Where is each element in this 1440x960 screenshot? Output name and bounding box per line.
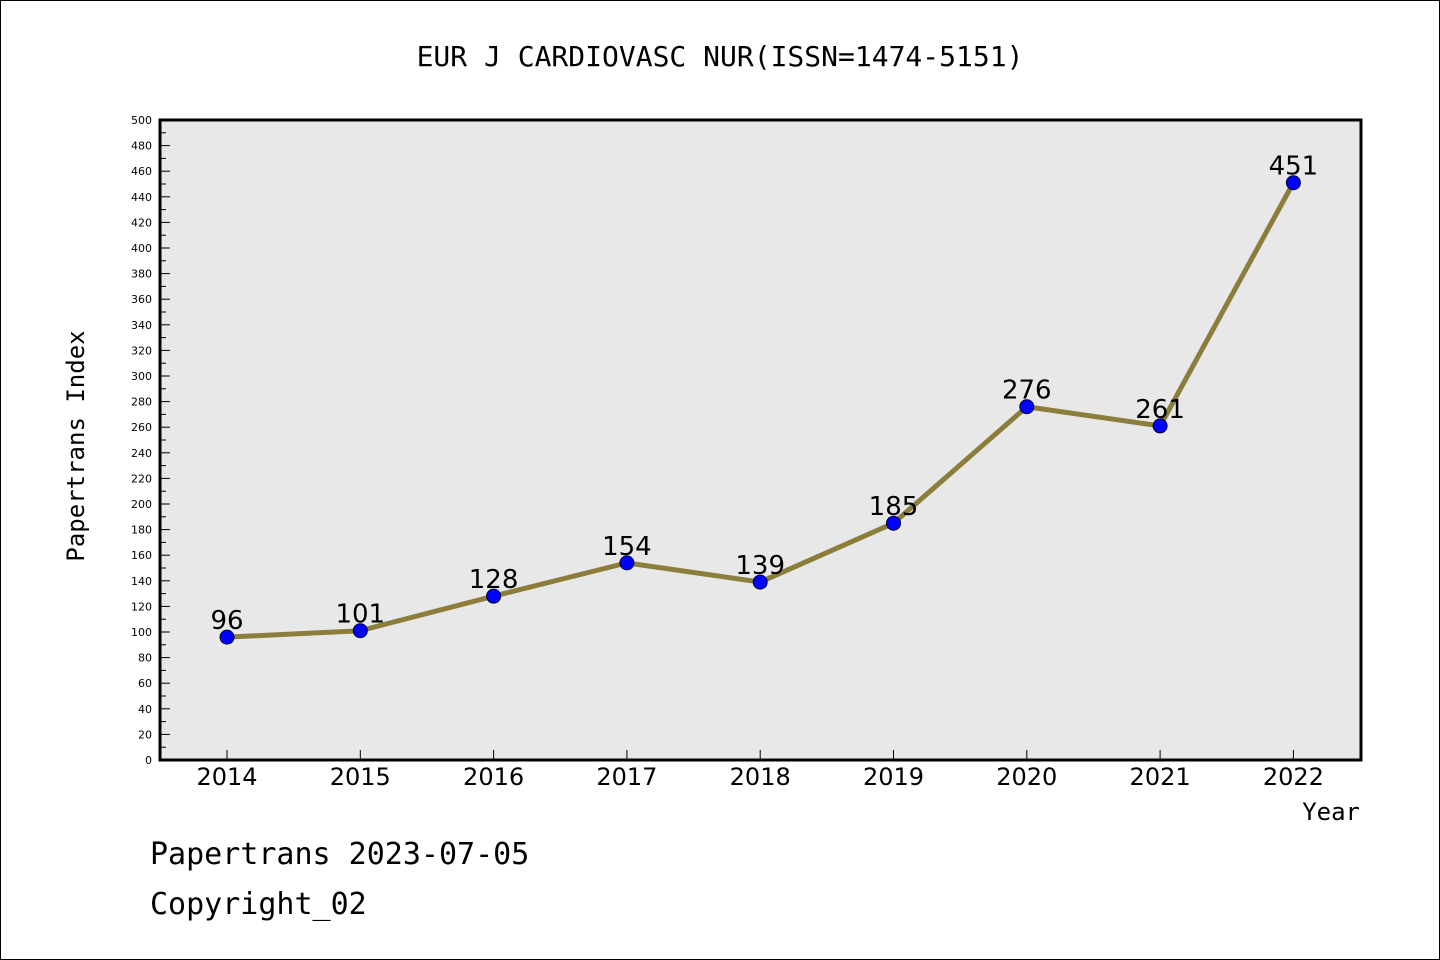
y-tick-label: 460 <box>131 165 152 178</box>
plot-area <box>158 118 1363 762</box>
data-point-2020 <box>1019 399 1035 415</box>
x-tick-label: 2020 <box>996 763 1057 791</box>
footer-copyright: Copyright_02 <box>150 887 367 922</box>
data-point-2021 <box>1152 418 1168 434</box>
y-tick-label: 480 <box>131 140 152 153</box>
data-labels: 96 101 128 154 139 185 276 261 451 <box>210 152 1318 636</box>
data-label-2017: 154 <box>602 532 652 562</box>
x-axis: 2014 2015 2016 2017 2018 2019 2020 2021 2022 <box>196 750 1324 791</box>
y-axis: 0 20 40 60 80 100 120 140 160 180 200 220 240 260 280 3… <box>131 114 170 767</box>
footer-date: Papertrans 2023-07-05 <box>150 837 529 872</box>
y-tick-label: 300 <box>131 370 152 383</box>
y-tick-label: 320 <box>131 344 152 357</box>
y-tick-label: 20 <box>138 728 152 741</box>
data-label-2022: 451 <box>1269 152 1319 182</box>
y-tick-label: 40 <box>138 703 152 716</box>
y-tick-label: 500 <box>131 114 152 127</box>
y-tick-label: 160 <box>131 549 152 562</box>
y-tick-label: 420 <box>131 216 152 229</box>
x-tick-label: 2017 <box>596 763 657 791</box>
y-tick-label: 220 <box>131 472 152 485</box>
data-label-2015: 101 <box>335 600 385 630</box>
y-tick-label: 200 <box>131 498 152 511</box>
data-point-2017 <box>619 555 635 571</box>
y-tick-label: 440 <box>131 191 152 204</box>
y-tick-label: 80 <box>138 652 152 665</box>
data-label-2020: 276 <box>1002 376 1052 406</box>
x-tick-label: 2015 <box>330 763 391 791</box>
y-tick-label: 100 <box>131 626 152 639</box>
data-point-2018 <box>752 574 768 590</box>
y-tick-label: 400 <box>131 242 152 255</box>
x-tick-label: 2019 <box>863 763 924 791</box>
y-axis-label: Papertrans Index <box>62 330 90 561</box>
x-tick-label: 2014 <box>196 763 257 791</box>
chart-title: EUR J CARDIOVASC NUR(ISSN=1474-5151) <box>417 40 1024 73</box>
x-tick-label: 2016 <box>463 763 524 791</box>
y-tick-label: 180 <box>131 524 152 537</box>
data-label-2014: 96 <box>210 606 243 636</box>
y-tick-label: 240 <box>131 447 152 460</box>
y-tick-label: 360 <box>131 293 152 306</box>
series-markers <box>219 175 1301 645</box>
y-tick-label: 280 <box>131 396 152 409</box>
data-point-2016 <box>486 588 502 604</box>
y-tick-label: 380 <box>131 268 152 281</box>
data-point-2022 <box>1285 175 1301 191</box>
data-point-2015 <box>352 623 368 639</box>
data-point-2019 <box>886 515 901 531</box>
x-tick-label: 2018 <box>730 763 791 791</box>
y-tick-label: 260 <box>131 421 152 434</box>
y-tick-label: 140 <box>131 575 152 588</box>
x-axis-label: Year <box>1302 798 1360 826</box>
y-tick-label: 340 <box>131 319 152 332</box>
data-label-2019: 185 <box>869 492 919 522</box>
data-label-2016: 128 <box>469 565 519 595</box>
y-tick-label: 60 <box>138 677 152 690</box>
y-tick-label: 120 <box>131 600 152 613</box>
data-label-2018: 139 <box>735 551 785 581</box>
x-tick-label: 2021 <box>1130 763 1191 791</box>
data-label-2021: 261 <box>1135 395 1185 425</box>
y-tick-label: 0 <box>145 754 152 767</box>
data-point-2014 <box>219 629 235 645</box>
x-tick-label: 2022 <box>1263 763 1324 791</box>
